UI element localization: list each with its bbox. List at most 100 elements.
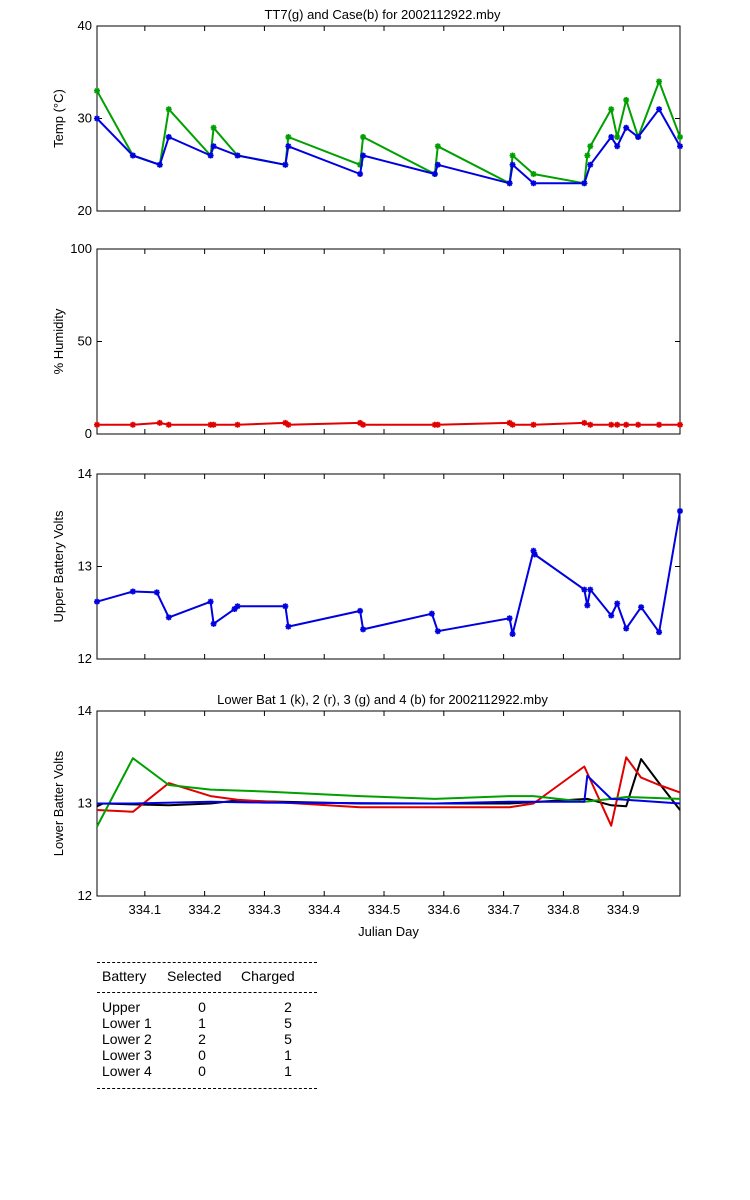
data-point [509, 152, 516, 159]
series-case [94, 106, 683, 187]
series-lower-4 [97, 774, 681, 805]
y-tick-label: 20 [78, 203, 92, 218]
table-row: Lower 4 0 1 [97, 1063, 317, 1079]
data-point [587, 586, 594, 593]
data-point [129, 152, 136, 159]
upper-battery-panel: 12 13 14 Upper Battery Volts [51, 466, 683, 666]
data-point [156, 419, 163, 426]
header-charged: Charged [241, 968, 295, 984]
x-axis-label: Julian Day [358, 924, 419, 939]
data-point [581, 419, 588, 426]
data-point [210, 124, 217, 131]
data-point [530, 180, 537, 187]
data-point [608, 612, 615, 619]
row-charged-value: 1 [284, 1047, 292, 1063]
series-line [96, 757, 681, 828]
data-point [530, 547, 537, 554]
data-point [434, 628, 441, 635]
data-point [581, 180, 588, 187]
data-point [434, 143, 441, 150]
data-point [656, 421, 663, 428]
series-upper [94, 508, 683, 638]
data-point [509, 631, 516, 638]
data-point [165, 614, 172, 621]
data-point [677, 134, 683, 140]
table-bottom-rule [97, 1088, 317, 1089]
y-tick-label: 12 [78, 651, 92, 666]
x-tick-label: 334.8 [547, 902, 580, 917]
data-point [677, 421, 683, 428]
data-point [94, 115, 100, 122]
series-line [97, 774, 681, 805]
chart-title: Lower Bat 1 (k), 2 (r), 3 (g) and 4 (b) … [217, 692, 548, 707]
series-humidity [94, 419, 683, 428]
data-point [285, 623, 292, 630]
series-tt7 [94, 78, 683, 187]
y-tick-label: 40 [78, 18, 92, 33]
data-point [608, 134, 615, 140]
data-point [282, 161, 289, 168]
data-point [506, 180, 513, 187]
series-lower-2 [96, 756, 681, 827]
data-point [587, 161, 594, 168]
data-point [207, 152, 214, 159]
data-point [282, 603, 289, 610]
plot-frame [96, 25, 681, 212]
data-point [282, 419, 289, 426]
data-point [581, 586, 588, 593]
data-point [677, 143, 683, 150]
data-point [608, 106, 615, 113]
row-charged-value: 1 [284, 1063, 292, 1079]
data-point [165, 134, 172, 140]
data-point [614, 134, 621, 140]
x-tick-label: 334.9 [607, 902, 640, 917]
x-tick-label: 334.6 [428, 902, 461, 917]
data-point [210, 620, 217, 627]
data-point [129, 588, 136, 595]
plot-frame [96, 473, 681, 660]
x-tick-label: 334.1 [129, 902, 162, 917]
series-lower-3 [96, 757, 681, 828]
data-point [210, 421, 217, 428]
data-point [587, 421, 594, 428]
table-row: Lower 3 0 1 [97, 1047, 317, 1063]
data-point [587, 143, 594, 150]
data-point [360, 134, 367, 140]
data-point [207, 598, 214, 605]
header-battery: Battery [102, 968, 147, 984]
y-tick-label: 12 [78, 888, 92, 903]
row-selected-value: 0 [198, 1047, 206, 1063]
chart-title: TT7(g) and Case(b) for 2002112922.mby [264, 7, 501, 22]
y-tick-label: 13 [78, 796, 92, 811]
x-tick-label: 334.5 [368, 902, 401, 917]
data-point [285, 421, 292, 428]
data-point [584, 152, 591, 159]
data-point [234, 421, 241, 428]
data-point [614, 600, 621, 607]
data-point [656, 629, 663, 636]
x-tick-label: 334.4 [308, 902, 341, 917]
data-point [357, 161, 364, 168]
data-point [635, 421, 642, 428]
y-axis-label: % Humidity [51, 308, 66, 374]
battery-table: Battery Selected Charged Upper 0 2 Lower… [97, 962, 317, 1089]
y-axis-label: Upper Battery Volts [51, 510, 66, 622]
plot-frame [96, 248, 681, 435]
data-point [614, 143, 621, 150]
temp-panel: 20 30 40 TT7(g) and Case(b) for 2002112922.… [51, 7, 683, 218]
row-battery-name: Lower 3 [102, 1047, 152, 1063]
y-tick-label: 50 [78, 334, 92, 349]
data-point [153, 589, 160, 596]
series-line [96, 80, 681, 185]
y-tick-label: 30 [78, 111, 92, 126]
row-battery-name: Lower 4 [102, 1063, 152, 1079]
y-tick-label: 100 [70, 241, 92, 256]
data-point [285, 143, 292, 150]
table-top-rule [97, 962, 317, 963]
header-selected: Selected [167, 968, 222, 984]
data-point [357, 171, 364, 177]
row-selected-value: 0 [198, 999, 206, 1015]
data-point [677, 508, 683, 514]
y-axis-label: Lower Batter Volts [51, 750, 66, 856]
table-row: Upper 0 2 [97, 999, 317, 1015]
